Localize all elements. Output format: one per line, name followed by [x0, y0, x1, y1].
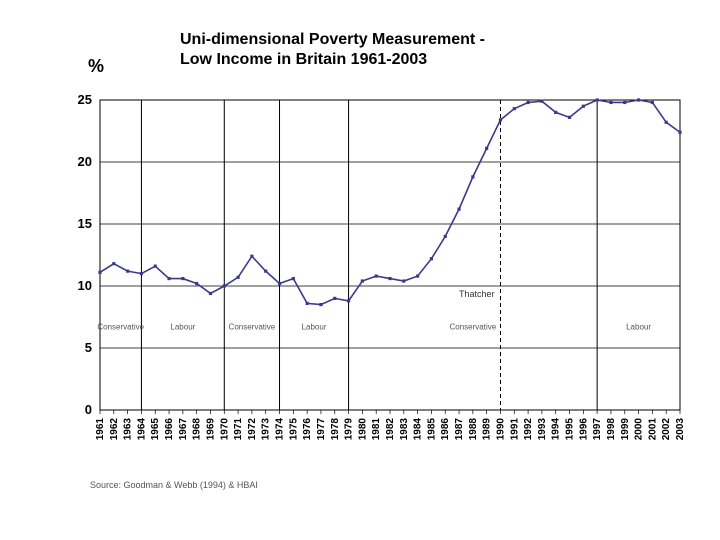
svg-text:1964: 1964 [136, 418, 147, 441]
svg-text:1978: 1978 [330, 418, 341, 441]
chart-title: Uni-dimensional Poverty Measurement - Lo… [180, 30, 485, 70]
svg-text:20: 20 [78, 154, 92, 169]
svg-text:1974: 1974 [275, 418, 286, 441]
svg-text:2000: 2000 [634, 418, 645, 441]
svg-text:1963: 1963 [123, 418, 134, 441]
svg-text:1993: 1993 [537, 418, 548, 441]
svg-text:1977: 1977 [316, 418, 327, 441]
svg-text:1999: 1999 [620, 418, 631, 441]
svg-text:2001: 2001 [647, 418, 658, 441]
svg-text:1962: 1962 [109, 418, 120, 441]
svg-text:1985: 1985 [426, 418, 437, 441]
svg-text:1992: 1992 [523, 418, 534, 441]
svg-text:2003: 2003 [675, 418, 686, 441]
svg-text:1973: 1973 [261, 418, 272, 441]
svg-text:0: 0 [85, 402, 92, 417]
svg-text:25: 25 [78, 92, 92, 107]
svg-text:1991: 1991 [509, 418, 520, 441]
svg-text:1967: 1967 [178, 418, 189, 441]
svg-text:Labour: Labour [302, 322, 327, 331]
svg-text:10: 10 [78, 278, 92, 293]
svg-text:1979: 1979 [344, 418, 355, 441]
svg-text:1996: 1996 [578, 418, 589, 441]
svg-text:1961: 1961 [95, 418, 106, 441]
svg-text:1965: 1965 [150, 418, 161, 441]
title-line1: Uni-dimensional Poverty Measurement - [180, 31, 485, 48]
title-line2: Low Income in Britain 1961-2003 [180, 51, 427, 68]
svg-text:1983: 1983 [399, 418, 410, 441]
svg-text:Labour: Labour [626, 322, 651, 331]
svg-text:1995: 1995 [565, 418, 576, 441]
source-text: Source: Goodman & Webb (1994) & HBAI [90, 480, 258, 490]
svg-text:1972: 1972 [247, 418, 258, 441]
y-axis-label: % [88, 56, 104, 77]
svg-text:Conservative: Conservative [229, 322, 276, 331]
svg-text:1984: 1984 [413, 418, 424, 441]
svg-text:1987: 1987 [454, 418, 465, 441]
svg-text:Labour: Labour [170, 322, 195, 331]
svg-text:1990: 1990 [495, 418, 506, 441]
svg-text:1968: 1968 [192, 418, 203, 441]
svg-text:5: 5 [85, 340, 92, 355]
svg-text:1998: 1998 [606, 418, 617, 441]
svg-text:Conservative: Conservative [97, 322, 144, 331]
svg-text:1966: 1966 [164, 418, 175, 441]
svg-text:1997: 1997 [592, 418, 603, 441]
svg-text:2002: 2002 [661, 418, 672, 441]
svg-text:1988: 1988 [468, 418, 479, 441]
svg-text:1981: 1981 [371, 418, 382, 441]
svg-text:1971: 1971 [233, 418, 244, 441]
svg-text:15: 15 [78, 216, 92, 231]
svg-text:1976: 1976 [302, 418, 313, 441]
svg-text:1994: 1994 [551, 418, 562, 441]
svg-text:1986: 1986 [440, 418, 451, 441]
svg-text:Thatcher: Thatcher [459, 289, 495, 299]
poverty-line-chart: 0 5 10 15 20 25 Conservative Labour Conservative… [60, 90, 700, 470]
svg-text:1970: 1970 [219, 418, 230, 441]
svg-text:1969: 1969 [205, 418, 216, 441]
svg-text:Conservative: Conservative [450, 322, 497, 331]
svg-text:1989: 1989 [482, 418, 493, 441]
svg-text:1982: 1982 [385, 418, 396, 441]
svg-text:1975: 1975 [288, 418, 299, 441]
svg-text:1980: 1980 [357, 418, 368, 441]
